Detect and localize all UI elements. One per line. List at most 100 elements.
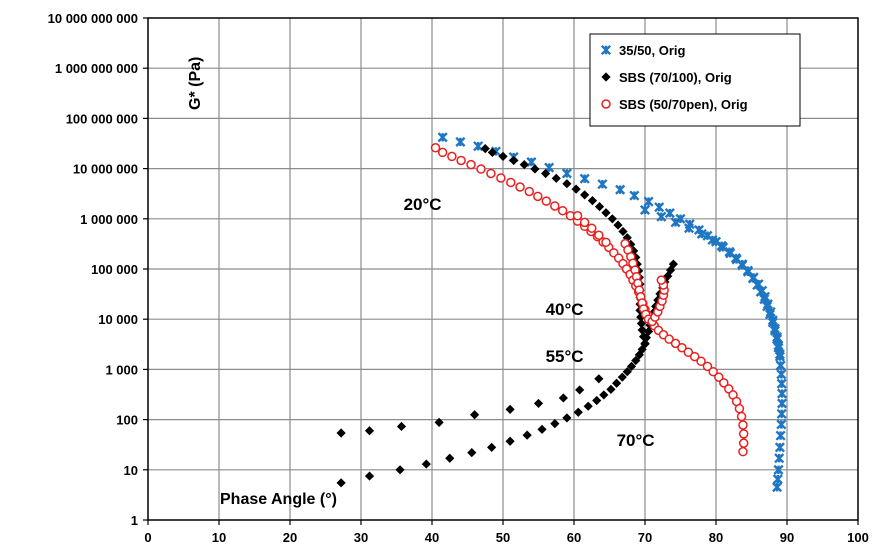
data-point <box>599 390 609 400</box>
data-point <box>772 474 783 485</box>
x-tick-label: 70 <box>638 530 652 545</box>
data-point <box>524 186 535 197</box>
data-point <box>613 220 623 230</box>
data-point <box>773 340 784 351</box>
x-tick-label: 10 <box>212 530 226 545</box>
data-point <box>738 429 749 439</box>
data-point <box>656 275 667 285</box>
data-point <box>774 442 785 453</box>
data-point <box>562 413 572 423</box>
data-point <box>487 442 497 452</box>
data-point <box>719 378 729 388</box>
data-point <box>395 465 405 475</box>
data-point <box>677 342 687 353</box>
data-point <box>572 211 583 221</box>
y-tick-label: 100 000 000 <box>66 111 138 126</box>
data-point <box>668 259 678 269</box>
data-point <box>594 201 605 212</box>
data-point <box>434 417 444 427</box>
y-tick-label: 10 000 <box>98 312 138 327</box>
data-point <box>775 430 786 441</box>
data-point <box>530 164 540 174</box>
data-point <box>708 366 718 377</box>
data-point <box>618 226 628 237</box>
data-point <box>571 184 581 194</box>
data-point <box>656 211 667 222</box>
y-tick-label: 10 <box>124 463 138 478</box>
data-point <box>640 339 650 349</box>
data-point <box>606 384 616 394</box>
data-point <box>470 410 480 420</box>
x-axis-title: Phase Angle (°) <box>220 491 337 508</box>
data-point <box>773 464 784 475</box>
data-point <box>496 173 506 183</box>
legend-label: SBS (70/100), Orig <box>619 70 732 85</box>
data-point <box>592 395 602 406</box>
data-point <box>775 360 786 371</box>
data-point <box>541 168 551 179</box>
data-point <box>562 179 572 189</box>
data-point <box>622 367 632 377</box>
x-tick-label: 60 <box>567 530 581 545</box>
data-point <box>421 459 431 469</box>
x-tick-label: 0 <box>144 530 151 545</box>
data-point <box>597 179 608 190</box>
data-point <box>583 401 593 411</box>
data-point <box>683 347 694 357</box>
y-tick-label: 100 000 <box>91 262 138 277</box>
y-tick-label: 100 <box>116 413 138 428</box>
data-point <box>551 173 561 183</box>
data-point <box>506 177 516 188</box>
temperature-annotation: 40°C <box>546 300 584 319</box>
annotations: 20°C 40°C 55°C 70°C <box>404 195 655 450</box>
legend-label: SBS (50/70pen), Orig <box>619 97 748 112</box>
data-point <box>473 141 484 152</box>
data-point <box>631 355 641 366</box>
data-point <box>769 323 780 334</box>
data-point <box>515 182 525 192</box>
data-point <box>663 271 673 281</box>
data-point <box>683 223 695 234</box>
data-marks <box>336 132 788 493</box>
data-point <box>629 190 640 201</box>
data-point <box>601 99 611 109</box>
data-point <box>765 306 776 317</box>
data-point <box>637 344 647 355</box>
data-point <box>767 315 778 326</box>
legend: 35/50, Orig SBS (70/100), Orig SBS (50/70p… <box>589 33 801 127</box>
data-point <box>364 426 375 436</box>
data-point <box>734 403 745 414</box>
y-tick-label: 1 000 <box>105 362 138 377</box>
data-point <box>774 453 785 464</box>
data-point <box>519 160 529 170</box>
data-point <box>776 408 787 419</box>
data-point <box>636 318 647 329</box>
data-point <box>615 184 626 195</box>
data-point <box>558 393 568 403</box>
data-point <box>447 151 457 162</box>
data-point <box>587 223 597 233</box>
data-point <box>738 420 748 430</box>
data-point <box>509 155 519 166</box>
data-point <box>776 369 787 380</box>
data-point <box>537 424 547 434</box>
data-point <box>456 155 466 166</box>
data-point <box>486 168 496 179</box>
data-point <box>738 438 749 448</box>
data-point <box>762 299 773 310</box>
data-point <box>601 72 611 82</box>
data-point <box>594 374 604 384</box>
data-point <box>430 143 441 153</box>
data-point <box>639 204 651 216</box>
data-point <box>533 398 544 409</box>
data-point <box>487 147 497 158</box>
data-point <box>617 372 627 382</box>
data-point <box>702 361 713 372</box>
data-point <box>664 334 674 344</box>
data-point <box>594 230 604 241</box>
data-point <box>601 208 611 218</box>
temperature-annotation: 55°C <box>546 347 584 366</box>
y-axis-title: G* (Pa) <box>187 57 204 110</box>
data-point <box>336 428 346 438</box>
